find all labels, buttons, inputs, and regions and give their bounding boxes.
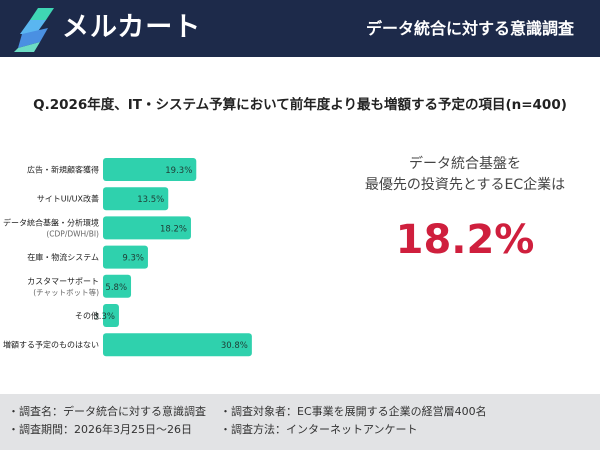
logo-text: メルカート bbox=[62, 12, 202, 43]
bar-value-label: 9.3% bbox=[122, 254, 144, 264]
bar bbox=[103, 187, 169, 211]
bar-value-label: 3.3% bbox=[93, 312, 115, 322]
category-label: カスタマーサポート bbox=[27, 277, 99, 286]
category-label: データ統合基盤・分析環境 bbox=[3, 217, 99, 227]
footer-survey-method: ・調査方法：インターネットアンケート bbox=[220, 423, 418, 436]
category-label: その他 bbox=[75, 311, 99, 321]
bar bbox=[103, 333, 252, 357]
bar bbox=[103, 304, 119, 327]
category-label: (チャットボット等) bbox=[33, 287, 99, 297]
header-title: データ統合に対する意識調査 bbox=[365, 19, 574, 38]
bar bbox=[103, 158, 197, 181]
question-text: Q.2026年度、IT・システム予算において前年度より最も増額する予定の項目(n… bbox=[33, 97, 567, 113]
category-label: サイトUI/UX改善 bbox=[37, 194, 99, 204]
header-bar: メルカート データ統合に対する意識調査 bbox=[0, 0, 600, 57]
bar-value-label: 18.2% bbox=[160, 224, 187, 234]
footer-survey-target: ・調査対象者：EC事業を展開する企業の経営層400名 bbox=[220, 405, 487, 418]
bar-value-label: 30.8% bbox=[221, 341, 248, 351]
bar-value-label: 13.5% bbox=[137, 195, 164, 205]
bar-chart: 19.3% 広告・新規顧客獲得 13.5% サイトUI/UX改善 18.2% データ統合基… bbox=[3, 158, 252, 357]
highlight-line-1: データ統合基盤を bbox=[409, 156, 521, 172]
bar bbox=[103, 216, 191, 240]
footer-survey-period: ・調査期間：2026年3月25日〜26日 bbox=[8, 423, 192, 436]
bar bbox=[103, 245, 148, 269]
footer: ・調査名：データ統合に対する意識調査 ・調査対象者：EC事業を展開する企業の経営… bbox=[0, 394, 600, 450]
highlight-line-2: 最優先の投資先とするEC企業は bbox=[364, 177, 566, 193]
bar-value-label: 5.8% bbox=[105, 283, 127, 293]
mercart-logo-icon bbox=[14, 8, 54, 52]
highlight-value: 18.2% bbox=[395, 217, 535, 263]
bar-value-label: 19.3% bbox=[165, 166, 192, 176]
footer-survey-name: ・調査名：データ統合に対する意識調査 bbox=[8, 405, 206, 418]
bar bbox=[103, 274, 132, 298]
category-label: (CDP/DWH/BI) bbox=[46, 229, 99, 238]
category-label: 在庫・物流システム bbox=[27, 252, 99, 262]
highlight-caption: データ統合基盤を 最優先の投資先とするEC企業は bbox=[330, 154, 600, 196]
category-label: 増額する予定のものはない bbox=[3, 340, 99, 350]
category-label: 広告・新規顧客獲得 bbox=[27, 165, 99, 175]
